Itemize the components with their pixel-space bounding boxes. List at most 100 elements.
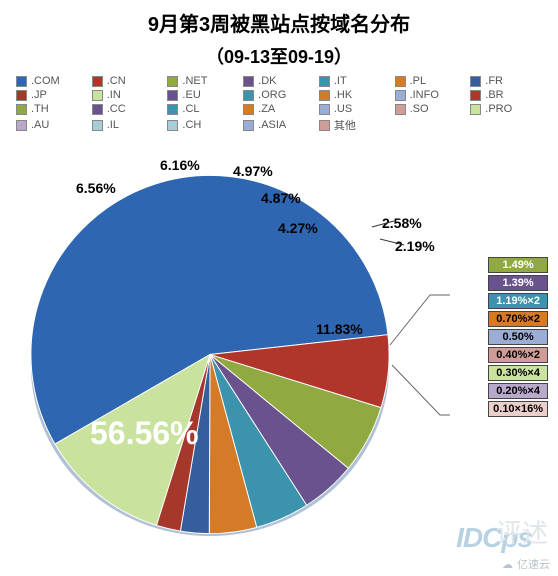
chart-area: 56.56% 6.56%6.16%4.97%4.87%4.27%2.58%2.1… [0, 135, 558, 555]
legend-item: .AU [16, 117, 88, 133]
table-cell: 1.39% [488, 275, 548, 291]
table-row: 1.49% [488, 257, 548, 273]
legend-item: .DK [243, 75, 315, 87]
legend-item: 其他 [319, 117, 391, 133]
table-row: 0.10×16% [488, 401, 548, 417]
table-cell: 0.30%×4 [488, 365, 548, 381]
legend-swatch [395, 104, 406, 115]
legend-label: .PRO [485, 103, 512, 115]
legend-label: .ORG [258, 89, 286, 101]
table-row: 0.30%×4 [488, 365, 548, 381]
legend-swatch [243, 104, 254, 115]
legend-label: .INFO [410, 89, 439, 101]
legend-item: .FR [470, 75, 542, 87]
legend-swatch [167, 104, 178, 115]
table-row: 1.19%×2 [488, 293, 548, 309]
legend-label: .US [334, 103, 352, 115]
legend-item: .EU [167, 89, 239, 101]
legend-label: .TH [31, 103, 49, 115]
legend-swatch [395, 90, 406, 101]
watermark-sub-text: 亿速云 [517, 556, 550, 572]
legend-label: .IL [107, 119, 119, 131]
legend-swatch [243, 76, 254, 87]
legend-label: .NET [182, 75, 207, 87]
legend-swatch [319, 90, 330, 101]
legend-label: .IN [107, 89, 121, 101]
legend-item: .CN [92, 75, 164, 87]
cloud-icon: ☁ [502, 558, 513, 571]
legend-item: .IT [319, 75, 391, 87]
chart-subtitle: （09-13至09-19） [0, 43, 558, 69]
legend-label: .CN [107, 75, 126, 87]
legend-swatch [167, 120, 178, 131]
legend-label: .CL [182, 103, 199, 115]
legend-swatch [92, 90, 103, 101]
legend-label: 其他 [334, 117, 356, 133]
table-row: 0.20%×4 [488, 383, 548, 399]
legend-swatch [470, 104, 481, 115]
legend-item: .ZA [243, 103, 315, 115]
legend-label: .FR [485, 75, 503, 87]
legend-swatch [92, 104, 103, 115]
legend-label: .DK [258, 75, 276, 87]
table-row: 0.70%×2 [488, 311, 548, 327]
legend-swatch [319, 120, 330, 131]
legend-label: .ZA [258, 103, 275, 115]
legend-label: .EU [182, 89, 200, 101]
watermark-sub: ☁ 亿速云 [502, 556, 550, 572]
legend-label: .CH [182, 119, 201, 131]
table-row: 0.40%×2 [488, 347, 548, 363]
legend-label: .HK [334, 89, 352, 101]
legend-item: .CC [92, 103, 164, 115]
legend-item: .TH [16, 103, 88, 115]
legend-swatch [243, 90, 254, 101]
table-cell: 0.50% [488, 329, 548, 345]
legend-item: .SO [395, 103, 467, 115]
legend-label: .BR [485, 89, 503, 101]
legend-label: .COM [31, 75, 60, 87]
table-cell: 0.10×16% [488, 401, 548, 417]
table-cell: 1.19%×2 [488, 293, 548, 309]
legend-label: .IT [334, 75, 347, 87]
legend-swatch [16, 120, 27, 131]
legend-item: .HK [319, 89, 391, 101]
legend-item: .INFO [395, 89, 467, 101]
legend-item: .JP [16, 89, 88, 101]
legend-swatch [167, 76, 178, 87]
breakdown-table: 1.49% 1.39% 1.19%×2 0.70%×2 0.50% 0.40%×2 0.30… [486, 255, 550, 419]
table-row: 1.39% [488, 275, 548, 291]
legend-swatch [92, 76, 103, 87]
legend-item: .ASIA [243, 117, 315, 133]
legend: .COM .CN .NET .DK .IT .PL .FR .JP .IN .EU .ORG .HK.… [0, 69, 558, 135]
legend-swatch [319, 76, 330, 87]
legend-swatch [167, 90, 178, 101]
leader-lines [0, 135, 558, 555]
legend-item: .CH [167, 117, 239, 133]
legend-swatch [92, 120, 103, 131]
legend-item: .IN [92, 89, 164, 101]
legend-label: .JP [31, 89, 47, 101]
legend-swatch [470, 76, 481, 87]
legend-swatch [319, 104, 330, 115]
legend-item: .PL [395, 75, 467, 87]
legend-item: .CL [167, 103, 239, 115]
legend-swatch [16, 90, 27, 101]
legend-label: .ASIA [258, 119, 286, 131]
legend-item: .ORG [243, 89, 315, 101]
legend-item: .COM [16, 75, 88, 87]
legend-item: .NET [167, 75, 239, 87]
table-cell: 0.40%×2 [488, 347, 548, 363]
legend-label: .AU [31, 119, 49, 131]
legend-swatch [395, 76, 406, 87]
legend-swatch [16, 104, 27, 115]
legend-item: .PRO [470, 103, 542, 115]
watermark-cn: 评述 [496, 513, 548, 550]
legend-swatch [243, 120, 254, 131]
table-cell: 1.49% [488, 257, 548, 273]
table-cell: 0.20%×4 [488, 383, 548, 399]
legend-item: .BR [470, 89, 542, 101]
legend-label: .SO [410, 103, 429, 115]
legend-swatch [16, 76, 27, 87]
legend-label: .PL [410, 75, 427, 87]
table-cell: 0.70%×2 [488, 311, 548, 327]
